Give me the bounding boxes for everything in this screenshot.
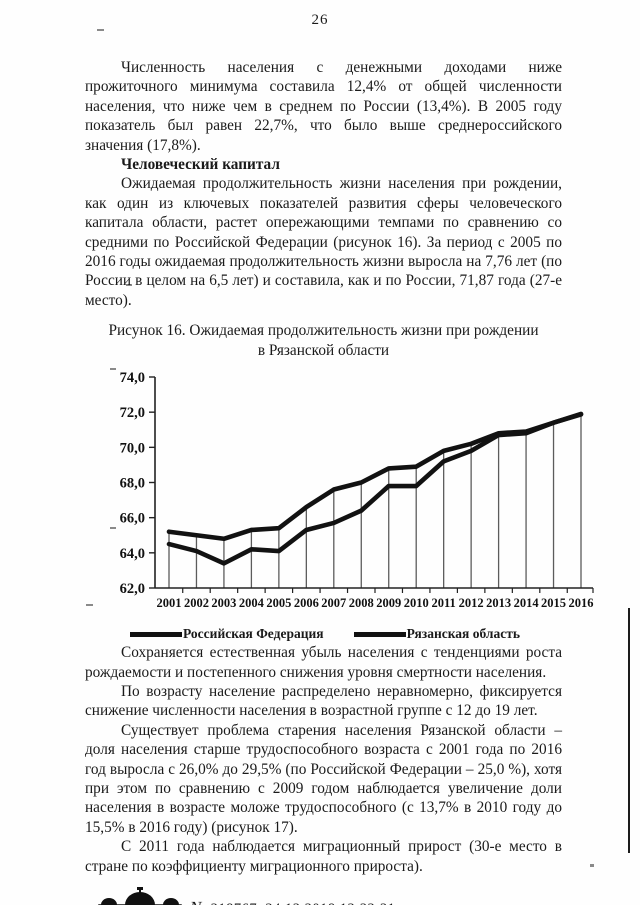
- svg-text:2008: 2008: [349, 596, 374, 610]
- scan-artifact: [110, 527, 116, 529]
- document-content: Численность населения с денежными дохода…: [85, 58, 594, 905]
- svg-text:66,0: 66,0: [120, 511, 145, 527]
- svg-text:64,0: 64,0: [120, 546, 145, 562]
- scan-artifact-edge-line: [628, 608, 630, 853]
- life-expectancy-chart: 62,0 64,0 66,0 68,0 70,0 72,0 74,0 2001 2002 2003…: [88, 367, 594, 643]
- figure-caption: Рисунок 16. Ожидаемая продолжительность …: [85, 321, 562, 360]
- registration-datetime: 24.12.2018 12:32:31: [265, 901, 395, 905]
- registration-number-line: № 218767 24.12.2018 12:32:31: [190, 898, 395, 905]
- scan-artifact: [86, 604, 93, 606]
- svg-text:2011: 2011: [432, 596, 456, 610]
- svg-text:2013: 2013: [486, 596, 511, 610]
- government-building-stamp-icon: [98, 886, 182, 905]
- legend-label-ryazan: Рязанская область: [406, 626, 520, 642]
- scan-artifact: [126, 284, 132, 286]
- svg-text:2001: 2001: [157, 596, 182, 610]
- svg-text:2005: 2005: [266, 596, 291, 610]
- numero-sign: №: [190, 898, 207, 905]
- paragraph-age-distribution: По возрасту население распределено нерав…: [85, 682, 562, 720]
- legend-label-russia: Российская Федерация: [183, 626, 324, 642]
- svg-text:72,0: 72,0: [120, 405, 145, 421]
- svg-text:2002: 2002: [184, 596, 209, 610]
- legend-item-russia: Российская Федерация: [130, 626, 324, 642]
- svg-text:2012: 2012: [459, 596, 484, 610]
- section-heading-human-capital: Человеческий капитал: [121, 156, 280, 174]
- svg-text:2015: 2015: [541, 596, 566, 610]
- paragraph-migration: С 2011 года наблюдается миграционный при…: [85, 838, 562, 875]
- figure-caption-line2: в Рязанской области: [257, 341, 390, 359]
- registration-number: 218767: [211, 901, 258, 905]
- svg-text:2003: 2003: [211, 596, 236, 610]
- registration-stamp: № 218767 24.12.2018 12:32:31: [98, 883, 562, 905]
- svg-text:68,0: 68,0: [120, 476, 145, 492]
- paragraph-aging-problem: Существует проблема старения населения Р…: [85, 721, 562, 836]
- legend-item-ryazan: Рязанская область: [353, 626, 520, 642]
- paragraph-life-expectancy: Ожидаемая продолжительность жизни населе…: [85, 175, 562, 309]
- svg-text:2009: 2009: [376, 596, 401, 610]
- svg-text:70,0: 70,0: [120, 440, 145, 456]
- scan-artifact: [110, 368, 116, 370]
- svg-text:62,0: 62,0: [120, 581, 145, 597]
- svg-text:2004: 2004: [239, 596, 265, 610]
- svg-text:2014: 2014: [514, 596, 540, 610]
- svg-text:2007: 2007: [321, 596, 346, 610]
- svg-text:74,0: 74,0: [120, 370, 145, 386]
- svg-text:2006: 2006: [294, 596, 319, 610]
- scan-artifact: [590, 864, 594, 867]
- life-expectancy-chart-canvas: 62,0 64,0 66,0 68,0 70,0 72,0 74,0 2001 2002 2003…: [120, 370, 594, 610]
- line-swatch-icon: [130, 631, 183, 637]
- scan-artifact: [97, 29, 104, 31]
- paragraph-natural-decline: Сохраняется естественная убыль населения…: [85, 644, 562, 681]
- svg-text:2016: 2016: [569, 596, 594, 610]
- figure-caption-line1: Рисунок 16. Ожидаемая продолжительность …: [108, 322, 539, 340]
- svg-text:2010: 2010: [404, 596, 429, 610]
- page-number: 26: [311, 12, 329, 28]
- line-swatch-icon: [353, 631, 406, 637]
- paragraph-income: Численность населения с денежными дохода…: [85, 59, 562, 154]
- chart-legend: Российская Федерация Рязанская область: [88, 625, 562, 643]
